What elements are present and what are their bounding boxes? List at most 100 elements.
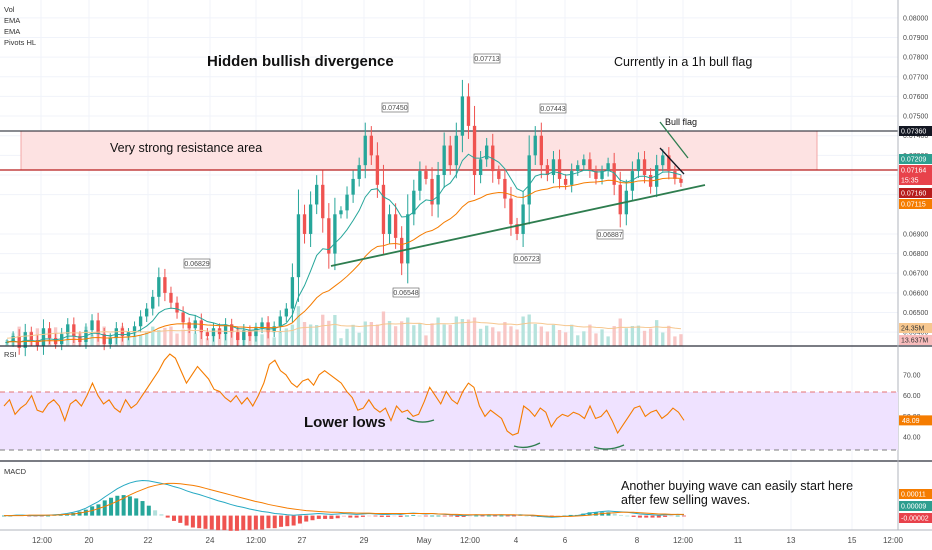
candle (630, 161, 635, 201)
macd-hist-bar (109, 497, 114, 516)
candle (503, 169, 507, 209)
candle (442, 132, 446, 189)
volume-bar (509, 326, 513, 346)
macd-hist-bar (134, 498, 139, 516)
volume-bar (90, 334, 94, 346)
candle (254, 322, 258, 342)
candle (588, 152, 592, 178)
svg-text:0.07209: 0.07209 (901, 157, 926, 164)
price-axis[interactable]: 0.08000 0.07900 0.07800 0.07700 0.07600 0.075… (899, 15, 932, 345)
time-tick: 29 (360, 536, 369, 545)
macd-hist-bar (234, 515, 239, 531)
volume-bar (345, 328, 349, 346)
candle (272, 321, 276, 337)
price-tick: 0.07400 (903, 133, 928, 140)
volume-bar (606, 336, 610, 346)
macd-hist-bar (461, 515, 466, 517)
price-tick: 0.07900 (903, 35, 928, 42)
candle (157, 267, 161, 307)
macd-hist-bar (486, 515, 491, 517)
candle (363, 122, 367, 179)
candle (369, 126, 373, 165)
svg-text:0.06548: 0.06548 (393, 290, 418, 297)
time-tick: 27 (298, 536, 307, 545)
volume-bar (485, 325, 489, 346)
price-tick: 0.06800 (903, 251, 928, 258)
candle (242, 324, 246, 347)
volume-bar (655, 320, 659, 346)
macd-hist-bar (83, 509, 88, 516)
macd-hist-bar (449, 515, 454, 517)
candle (145, 303, 149, 322)
volume-bar (472, 317, 477, 346)
candle (321, 170, 325, 233)
candle (223, 318, 228, 341)
candle (418, 161, 422, 201)
candle (412, 179, 416, 226)
macd-hist-bar (329, 515, 334, 519)
volume-bar (387, 321, 392, 346)
volume-bar (333, 315, 337, 346)
macd-hist-bar (360, 515, 365, 517)
macd-hist-bar (568, 514, 573, 516)
macd-hist-bar (442, 515, 447, 517)
volume-bar (126, 335, 131, 346)
volume-bar (375, 324, 380, 346)
macd-hist-bar (354, 515, 359, 518)
svg-text:Pivots HL: Pivots HL (4, 38, 36, 47)
candle (539, 122, 543, 179)
candle (11, 331, 15, 347)
time-tick: May (416, 536, 431, 545)
volume-bar (321, 314, 325, 346)
annotation-bull-flag-label: Bull flag (665, 117, 697, 127)
macd-hist-bar (392, 515, 397, 517)
macd-hist-bar (474, 515, 479, 517)
candle (661, 149, 665, 172)
lower-low-arc-1 (406, 417, 435, 423)
macd-hist-bar (310, 515, 315, 521)
time-tick: 24 (206, 536, 215, 545)
candle (576, 160, 580, 176)
volume-bar (448, 325, 452, 346)
candle (448, 135, 452, 175)
candle (521, 191, 525, 248)
macd-hist-bar (297, 515, 302, 524)
macd-hist-bar (216, 515, 221, 531)
volume-bar (570, 324, 574, 346)
bull-flag-lower (659, 147, 685, 175)
macd-hist-bar (637, 515, 642, 518)
volume-bar (673, 336, 677, 346)
macd-hist-bar (480, 515, 485, 517)
volume-bar (551, 324, 556, 346)
price-badge: 15:35 (899, 175, 932, 185)
candle (315, 175, 319, 215)
pivot-label-6: 0.07443 (539, 103, 567, 114)
macd-hist-bar (197, 515, 202, 529)
volume-bar (460, 319, 465, 346)
volume-bar (363, 321, 367, 346)
macd-hist-bar (279, 515, 284, 527)
candle (570, 163, 574, 193)
annotation-bull-flag-title: Currently in a 1h bull flag (614, 55, 752, 69)
time-tick: 13 (787, 536, 796, 545)
volume-bar (515, 329, 519, 346)
candle (387, 204, 392, 244)
volume-bar (545, 331, 550, 346)
macd-hist-bar (203, 515, 208, 529)
macd-hist-bar (663, 515, 668, 517)
macd-hist-bar (367, 515, 372, 517)
candle (642, 151, 647, 184)
time-tick: 12:00 (246, 536, 267, 545)
macd-hist-bar (411, 514, 416, 516)
macd-hist-bar (493, 515, 498, 517)
svg-text:15:35: 15:35 (901, 178, 919, 185)
volume-bar (642, 330, 647, 346)
volume-bar (327, 320, 331, 346)
volume-bar (588, 324, 592, 346)
price-badge: 0.07360 (899, 126, 932, 136)
time-axis[interactable]: 12:00 20 22 24 12:00 27 29 May 12:00 4 6 8 12:00 11 13… (32, 536, 904, 545)
macd-label: MACD (4, 467, 27, 476)
candle (205, 328, 210, 341)
candle (636, 152, 641, 178)
